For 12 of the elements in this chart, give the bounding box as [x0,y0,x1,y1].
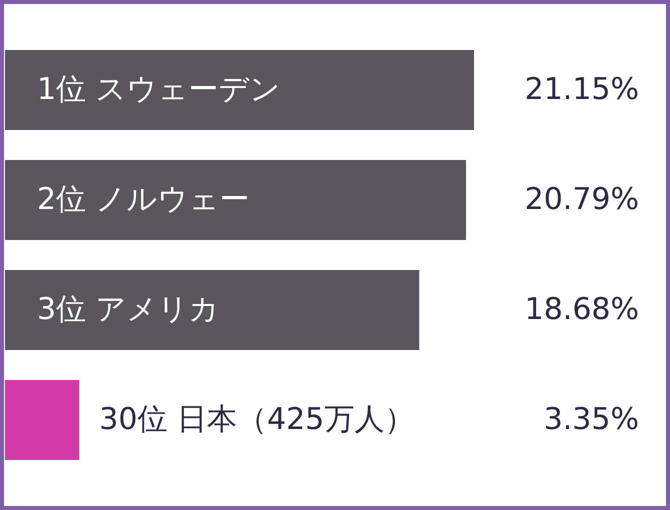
y-tick-label: 2位 ノルウェー [37,182,250,217]
data-label: 21.15% [524,72,639,107]
bar [5,50,474,130]
data-label: 20.79% [524,182,639,217]
y-tick-label: 3位 アメリカ [37,292,220,328]
data-label: 18.68% [524,292,639,328]
bar [5,270,420,350]
bar [5,380,80,460]
data-label: 3.35% [544,402,639,438]
y-tick-label: 30位 日本（425万人） [99,402,414,438]
bar [5,160,466,240]
y-tick-label: 1位 スウェーデン [37,72,281,107]
